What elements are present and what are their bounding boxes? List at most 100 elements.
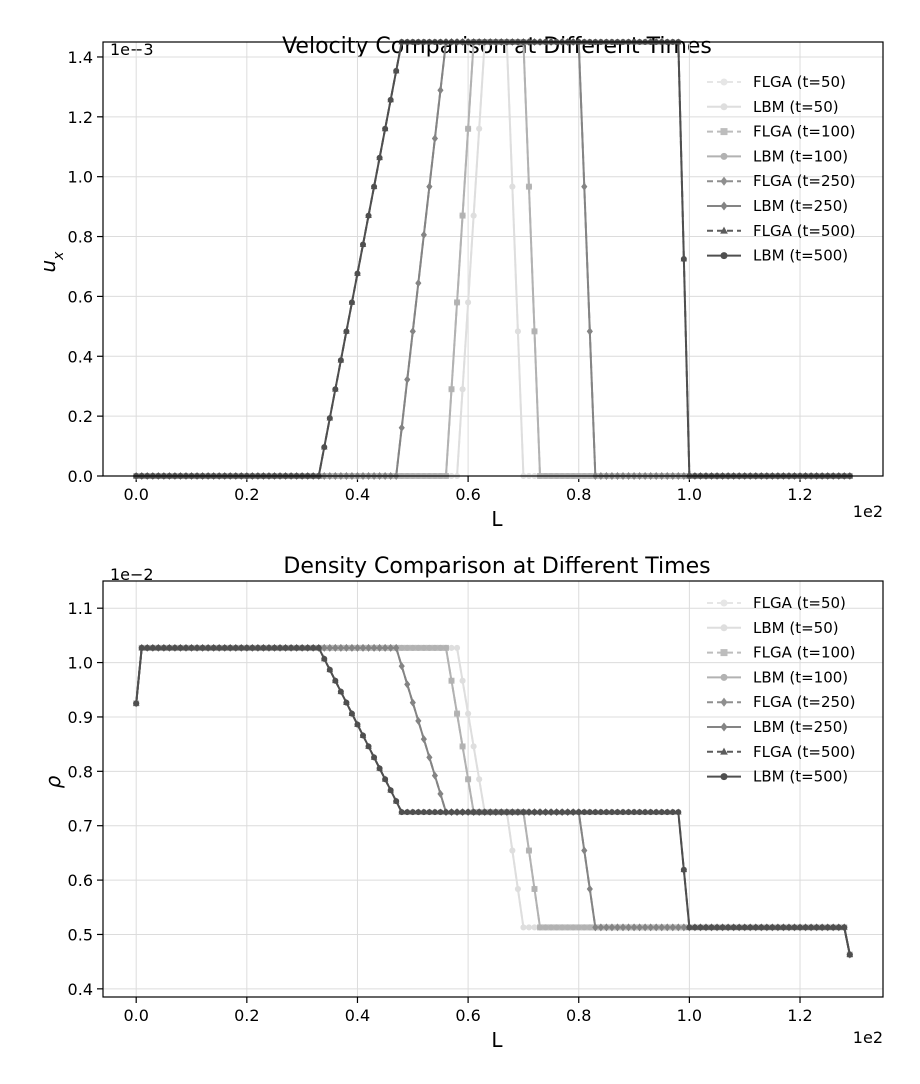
data-point bbox=[542, 924, 549, 931]
x-tick-label: 1.0 bbox=[677, 485, 702, 504]
legend-label: FLGA (t=500) bbox=[753, 743, 855, 761]
data-point bbox=[537, 809, 544, 816]
data-point bbox=[514, 328, 521, 335]
legend-label: LBM (t=250) bbox=[753, 718, 848, 736]
data-point bbox=[758, 924, 765, 931]
data-point bbox=[409, 698, 416, 707]
data-point bbox=[277, 644, 284, 651]
y-tick-label: 1.0 bbox=[68, 654, 93, 673]
data-point bbox=[243, 644, 250, 651]
legend-item: LBM (t=100) bbox=[707, 147, 848, 165]
data-point bbox=[597, 923, 604, 932]
data-point bbox=[675, 923, 682, 932]
data-point bbox=[720, 252, 728, 260]
data-point bbox=[509, 183, 516, 190]
data-point bbox=[354, 721, 361, 728]
data-point bbox=[559, 809, 566, 816]
data-point bbox=[420, 735, 427, 744]
legend-item: LBM (t=50) bbox=[707, 98, 839, 116]
data-point bbox=[382, 125, 389, 132]
legend-label: FLGA (t=500) bbox=[753, 222, 855, 240]
series-line bbox=[135, 646, 851, 955]
data-point bbox=[138, 644, 145, 651]
data-point bbox=[437, 644, 444, 651]
data-point bbox=[675, 809, 682, 816]
data-point bbox=[714, 924, 721, 931]
data-point bbox=[575, 924, 582, 931]
data-point bbox=[387, 787, 394, 794]
legend-label: FLGA (t=100) bbox=[753, 644, 855, 662]
data-point bbox=[559, 924, 566, 931]
data-point bbox=[636, 923, 643, 932]
data-point bbox=[360, 241, 366, 248]
series-lbm-t-50 bbox=[133, 644, 853, 958]
data-point bbox=[354, 270, 361, 277]
data-point bbox=[332, 643, 339, 652]
data-point bbox=[752, 924, 759, 931]
data-point bbox=[398, 809, 405, 816]
data-point bbox=[409, 809, 416, 816]
data-point bbox=[365, 212, 372, 219]
data-point bbox=[608, 809, 615, 816]
legend-label: LBM (t=500) bbox=[753, 768, 848, 786]
data-point bbox=[702, 924, 709, 931]
data-point bbox=[326, 643, 333, 652]
data-point bbox=[658, 809, 665, 816]
data-point bbox=[570, 924, 577, 931]
data-point bbox=[625, 923, 632, 932]
series-line bbox=[136, 41, 850, 477]
data-point bbox=[531, 328, 538, 335]
data-point bbox=[459, 743, 466, 750]
data-point bbox=[553, 809, 560, 816]
data-point bbox=[387, 643, 394, 652]
velocity-chart: Velocity Comparison at Different Times 1… bbox=[36, 34, 884, 531]
series-line bbox=[136, 41, 850, 477]
data-point bbox=[720, 201, 728, 211]
data-point bbox=[763, 924, 770, 931]
data-point bbox=[780, 924, 787, 931]
legend-item: LBM (t=250) bbox=[707, 197, 848, 215]
legend-item: FLGA (t=500) bbox=[707, 222, 855, 240]
data-point bbox=[371, 183, 378, 190]
data-point bbox=[454, 809, 461, 816]
data-point bbox=[548, 809, 555, 816]
series-flga-t-250 bbox=[133, 38, 853, 480]
data-point bbox=[564, 809, 571, 816]
data-point bbox=[642, 923, 649, 932]
data-point bbox=[813, 924, 820, 931]
data-point bbox=[238, 644, 245, 651]
data-point bbox=[448, 677, 455, 684]
data-point bbox=[720, 773, 728, 781]
legend-label: FLGA (t=50) bbox=[753, 73, 846, 91]
data-point bbox=[470, 212, 477, 219]
data-point bbox=[819, 924, 826, 931]
data-point bbox=[581, 182, 588, 191]
data-point bbox=[426, 753, 433, 762]
data-point bbox=[531, 809, 538, 816]
data-point bbox=[398, 644, 405, 651]
data-point bbox=[741, 924, 748, 931]
data-point bbox=[321, 655, 328, 662]
x-tick-label: 1.2 bbox=[787, 485, 812, 504]
x-tick-label: 0.2 bbox=[234, 485, 259, 504]
data-point bbox=[337, 643, 344, 652]
data-point bbox=[603, 923, 610, 932]
data-point bbox=[205, 644, 212, 651]
data-point bbox=[631, 923, 638, 932]
data-point bbox=[348, 710, 355, 717]
legend-label: LBM (t=50) bbox=[753, 98, 839, 116]
legend-item: LBM (t=100) bbox=[707, 668, 848, 686]
series-line bbox=[136, 41, 850, 477]
data-point bbox=[360, 643, 366, 652]
data-point bbox=[454, 710, 461, 717]
data-point bbox=[564, 924, 571, 931]
data-point bbox=[332, 386, 339, 393]
x-tick-label: 1.0 bbox=[677, 1006, 702, 1025]
series-line bbox=[135, 646, 851, 955]
data-point bbox=[166, 644, 173, 651]
data-point bbox=[719, 924, 726, 931]
series-lbm-t-50 bbox=[133, 39, 853, 479]
data-point bbox=[664, 809, 671, 816]
data-point bbox=[498, 809, 505, 816]
